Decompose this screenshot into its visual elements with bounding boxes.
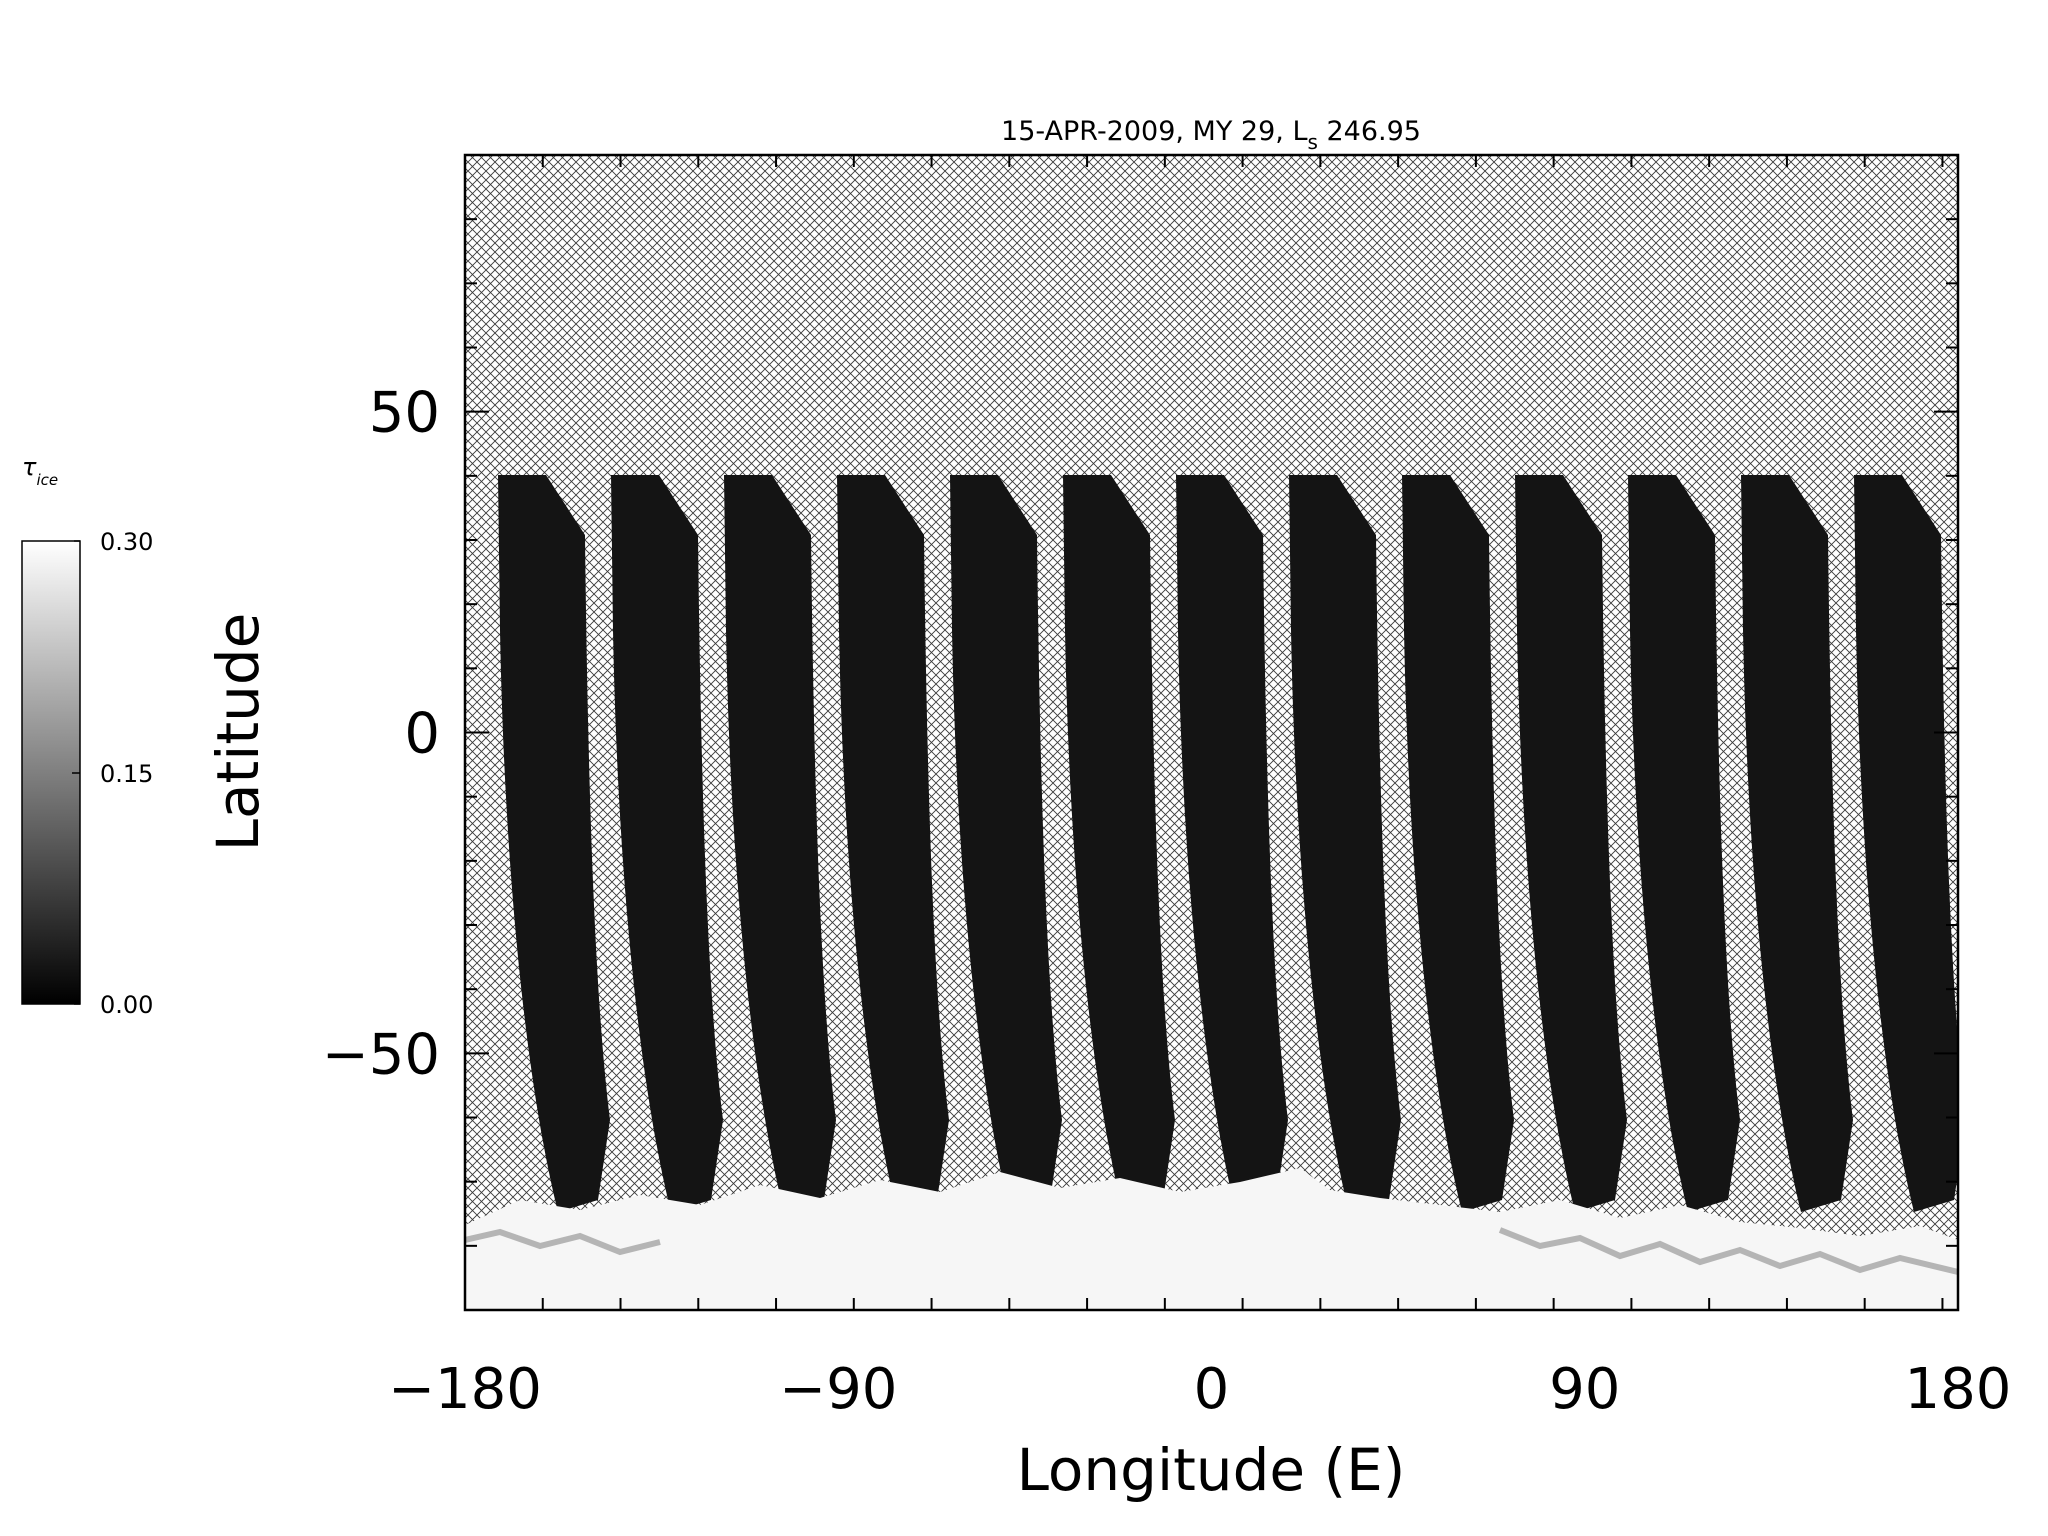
orbit-swath: [1176, 475, 1288, 1212]
orbit-swath: [837, 475, 949, 1212]
colorbar-tick-label: 0.15: [100, 760, 153, 788]
orbit-swath: [1515, 475, 1627, 1212]
orbit-swath: [1063, 475, 1175, 1212]
orbit-swath: [1741, 475, 1853, 1212]
orbit-swath: [1967, 475, 2048, 1212]
colorbar-label: τice: [22, 453, 58, 489]
orbit-swath: [498, 475, 610, 1212]
x-axis-label: Longitude (E): [1017, 1436, 1406, 1504]
y-tick-label: 50: [369, 381, 440, 446]
x-tick-label: −180: [388, 1357, 542, 1422]
colorbar-tick-label: 0.00: [100, 991, 153, 1019]
orbit-swath: [724, 475, 836, 1212]
colorbar-gradient: [21, 540, 81, 1005]
map-title: 15-APR-2009, MY 29, Ls 246.95: [1001, 116, 1421, 154]
x-tick-label: 0: [1194, 1357, 1230, 1422]
y-tick-label: 0: [404, 702, 440, 767]
colorbar-label-subscript: ice: [36, 471, 58, 489]
map-plot-area: [463, 153, 2048, 1312]
x-tick-label: 180: [1905, 1357, 2012, 1422]
x-tick-labels: −180 −90 0 90 180: [388, 1357, 2011, 1422]
orbit-swath: [1402, 475, 1514, 1212]
orbit-swaths: [498, 475, 2048, 1212]
orbit-swath: [611, 475, 723, 1212]
orbit-swath: [950, 475, 1062, 1212]
orbit-swath: [1628, 475, 1740, 1212]
y-tick-label: −50: [322, 1022, 440, 1087]
orbit-swath: [1854, 475, 1958, 1212]
x-tick-label: −90: [779, 1357, 897, 1422]
title-subscript: s: [1308, 130, 1318, 154]
colorbar: τice 0.30 0.15 0.00: [21, 453, 153, 1019]
y-tick-labels: 50 0 −50: [322, 381, 440, 1088]
x-tick-label: 90: [1549, 1357, 1620, 1422]
south-polar-ice-region: [465, 1168, 1958, 1310]
y-axis-label: Latitude: [204, 613, 272, 852]
orbit-swath: [1289, 475, 1401, 1212]
colorbar-tick-label: 0.30: [100, 528, 153, 556]
polar-cap-edge-texture: [465, 1227, 1958, 1275]
axis-ticks: [464, 154, 1958, 1311]
